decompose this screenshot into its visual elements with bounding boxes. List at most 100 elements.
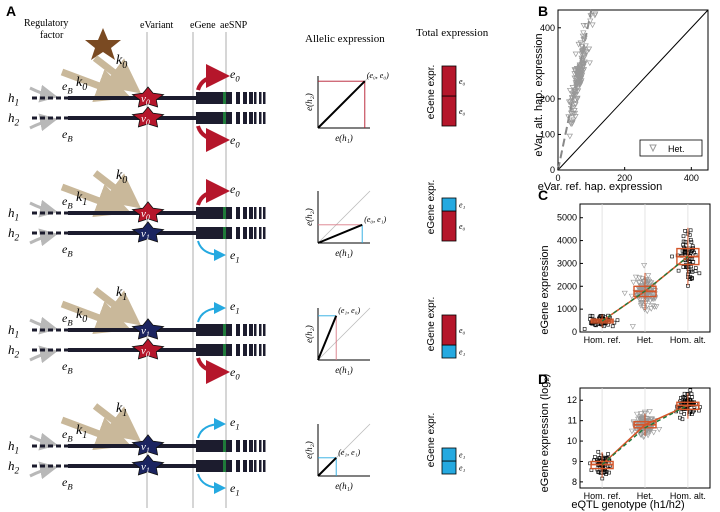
het-point <box>574 86 581 92</box>
y-tick-label: 1000 <box>557 304 577 314</box>
exon-stripe <box>236 112 240 124</box>
het-point <box>634 420 641 427</box>
panel-b-xlabel: eVar. ref. hap. expression <box>538 181 663 193</box>
h1-label: h1 <box>8 322 19 341</box>
e-top-label: e1 <box>230 299 240 315</box>
variant-bot-star-icon-label: v1 <box>141 461 150 475</box>
panel-b-ylabel: eVar. alt. hap. expression <box>533 33 545 156</box>
het-point <box>649 303 656 309</box>
hom-point <box>688 228 693 233</box>
het-point <box>621 290 628 297</box>
exon-stripe <box>259 92 262 104</box>
allelic-xlabel: e(h₁) <box>335 365 353 375</box>
het-point <box>566 87 574 94</box>
hom-point <box>687 270 691 274</box>
allelic-ylabel: e(h₂) <box>304 208 314 226</box>
allelic-ylabel: e(h₂) <box>304 325 314 343</box>
total-bar-lower <box>441 95 457 127</box>
k-top-label: k0 <box>116 53 127 71</box>
total-bar-upper <box>441 65 457 97</box>
panel-c-label: C <box>538 187 548 203</box>
k-left-label: k0 <box>76 75 87 93</box>
het-point <box>580 48 587 55</box>
k-left-label: k0 <box>76 307 87 325</box>
exon-stripe <box>243 207 247 219</box>
hom-point <box>681 239 686 244</box>
hom-point <box>606 452 610 456</box>
regulatory-factor-label-line2: factor <box>40 30 64 41</box>
exon-stripe <box>243 227 247 239</box>
het-point <box>572 51 579 58</box>
total-ylabel: eGene expr. <box>426 297 437 351</box>
het-point <box>573 82 580 88</box>
hom-point <box>688 237 693 242</box>
het-point <box>574 96 581 103</box>
allelic-point-label: (e₁, e₀) <box>338 306 360 315</box>
aesnp-marker-1 <box>223 440 226 452</box>
k-arrow-left <box>60 416 132 451</box>
h1-label: h1 <box>8 205 19 224</box>
het-point <box>571 75 578 82</box>
exon-stripe <box>249 440 253 452</box>
panel-d-ylabel: eGene expression (log₂) <box>539 374 551 493</box>
panel-a-label: A <box>6 3 16 19</box>
hom-point <box>690 244 695 248</box>
het-point <box>566 133 573 140</box>
y-tick-label: 11 <box>568 416 577 426</box>
allelic-xlabel: e(h₁) <box>335 481 353 491</box>
exon-stripe <box>263 440 266 452</box>
fit-dashed-line <box>557 9 593 171</box>
h2-label: h2 <box>8 458 20 477</box>
het-point <box>577 68 584 74</box>
hom-point <box>676 268 681 273</box>
het-point <box>638 301 645 307</box>
x-category-label: Het. <box>637 491 654 501</box>
hom-point <box>683 240 688 244</box>
hom-point <box>691 409 695 414</box>
y-tick-label: 4000 <box>557 236 577 246</box>
y-tick-label: 0 <box>550 165 555 175</box>
expression-arrow-top <box>196 179 230 206</box>
exon-stripe <box>254 227 257 239</box>
col-total-label: Total expression <box>416 27 489 39</box>
k-arrow-left <box>60 300 132 335</box>
variant-top-star-icon-label: v1 <box>141 441 150 455</box>
het-point <box>580 22 587 29</box>
hom-point <box>615 318 620 323</box>
het-point <box>586 60 593 67</box>
h1-label: h1 <box>8 438 19 457</box>
hom-point <box>590 314 595 318</box>
eB-arrow-bot <box>29 113 58 132</box>
aesnp-marker-1 <box>223 92 226 104</box>
het-point <box>572 92 579 99</box>
total-bar-upper-label: e₀ <box>459 326 466 335</box>
exon-stripe <box>243 344 247 356</box>
y-tick-label: 3000 <box>557 258 577 268</box>
exon-block-2 <box>196 344 232 356</box>
regulatory-factor-star-icon <box>85 28 121 60</box>
hom-point <box>683 229 687 233</box>
allelic-point-label: (e₀, e₁) <box>364 215 386 224</box>
exon-stripe <box>259 112 262 124</box>
allelic-vector <box>317 80 366 129</box>
het-point <box>645 277 652 284</box>
hom-point <box>679 396 683 400</box>
exon-stripe <box>259 324 262 336</box>
het-point <box>638 287 645 294</box>
exon-stripe <box>254 112 257 124</box>
eB-label-top: eB <box>62 194 73 210</box>
exon-stripe <box>263 112 266 124</box>
e-bot-label: e0 <box>230 133 240 149</box>
y-tick-label: 5000 <box>557 213 577 223</box>
y-tick-label: 8 <box>572 477 577 487</box>
eB-arrow-bot <box>29 461 58 480</box>
h1-label: h1 <box>8 90 19 109</box>
eB-label-bot: eB <box>62 475 73 491</box>
exon-stripe <box>263 227 266 239</box>
hom-point <box>588 313 593 318</box>
het-point <box>650 295 657 301</box>
het-point <box>574 95 581 102</box>
exon-stripe <box>263 460 266 472</box>
variant-bot-star-icon-label: v1 <box>141 228 150 242</box>
